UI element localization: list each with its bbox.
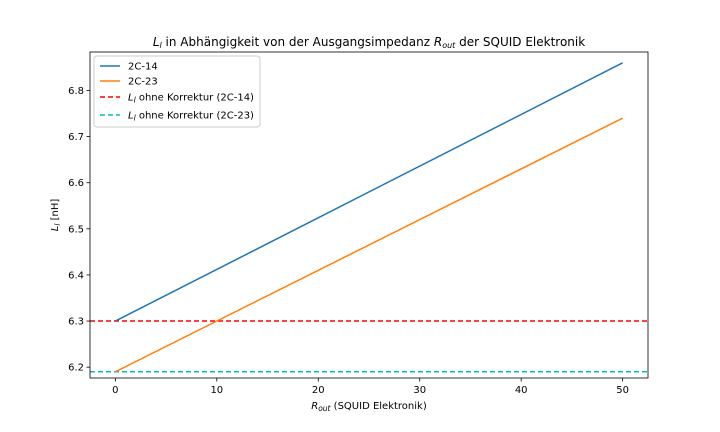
y-tick-label: 6.7 <box>68 132 84 143</box>
y-tick-label: 6.3 <box>68 317 84 328</box>
legend: 2C-14 2C-23 Ll ohne Korrektur (2C-14) Ll… <box>93 55 261 128</box>
y-axis-label: Ll [nH] <box>50 199 62 232</box>
x-tick-label: 20 <box>312 385 325 396</box>
plot-border <box>89 51 649 379</box>
series-line-2c-14 <box>115 62 623 322</box>
y-tick-label: 6.5 <box>68 224 84 235</box>
legend-label-2c-23: 2C-23 <box>128 77 158 88</box>
axes-layer: 0 10 20 30 40 50 6.2 6.3 6.4 6.5 6.6 6.7 6.8 <box>68 51 649 396</box>
x-tick-label: 10 <box>210 385 223 396</box>
x-tick-label: 0 <box>112 385 118 396</box>
series-layer <box>90 62 648 373</box>
series-line-2c-23 <box>115 117 623 373</box>
y-tick-label: 6.6 <box>68 178 84 189</box>
x-tick-label: 50 <box>616 385 629 396</box>
x-axis-label: Rout (SQUID Elektronik) <box>311 401 427 413</box>
x-tick-label: 30 <box>413 385 426 396</box>
legend-box <box>93 55 261 128</box>
y-tick-label: 6.8 <box>68 86 84 97</box>
x-tick-label: 40 <box>515 385 528 396</box>
chart-title: Ll in Abhängigkeit von der Ausgangsimped… <box>153 35 585 50</box>
legend-label-hline-2c-14: Ll ohne Korrektur (2C-14) <box>128 93 254 105</box>
legend-label-hline-2c-23: Ll ohne Korrektur (2C-23) <box>128 111 254 123</box>
y-tick-label: 6.4 <box>68 270 84 281</box>
legend-label-2c-14: 2C-14 <box>128 62 158 73</box>
y-tick-label: 6.2 <box>68 363 84 374</box>
